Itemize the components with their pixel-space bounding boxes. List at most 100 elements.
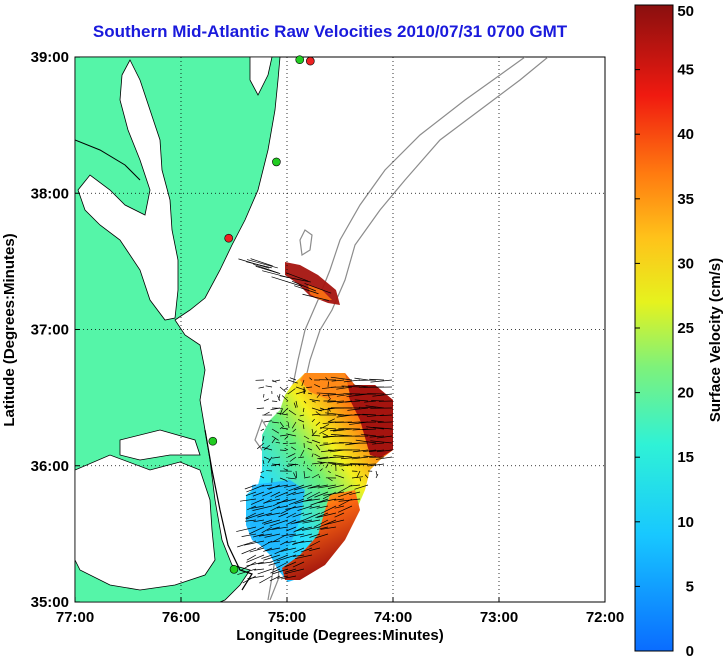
velocity-arrow [274, 491, 289, 498]
velocity-arrow [262, 491, 273, 497]
velocity-arrow [348, 484, 361, 487]
velocity-arrow [311, 473, 320, 479]
velocity-arrow [288, 484, 305, 492]
velocity-arrow [293, 547, 305, 553]
velocity-arrow [310, 498, 329, 506]
velocity-arrow [328, 461, 345, 465]
velocity-arrow [309, 547, 321, 552]
velocity-arrow [269, 554, 289, 563]
velocity-arrow [317, 461, 337, 465]
velocity-arrow [303, 386, 306, 394]
velocity-arrow [279, 275, 311, 283]
colorbar-tick-label: 30 [677, 255, 694, 272]
velocity-arrow [298, 419, 305, 423]
y-tick-label: 38:00 [31, 185, 69, 202]
velocity-arrow [359, 477, 362, 482]
velocity-arrow [287, 453, 296, 458]
velocity-arrow [318, 475, 321, 479]
velocity-arrow [292, 428, 297, 433]
velocity-arrow [245, 512, 257, 519]
velocity-arrow [270, 568, 281, 574]
velocity-arrow [258, 533, 273, 537]
velocity-arrow [287, 433, 297, 437]
velocity-arrow [279, 386, 287, 393]
velocity-arrow [263, 444, 271, 451]
velocity-arrow [274, 547, 289, 555]
velocity-arrow [354, 414, 369, 416]
velocity-arrow [245, 491, 257, 496]
velocity-arrow [330, 428, 345, 432]
velocity-arrow [271, 428, 280, 434]
colorbar-tick-label: 5 [686, 578, 694, 595]
albemarle-sound [119, 429, 201, 461]
velocity-arrow [354, 377, 369, 381]
velocity-arrow [319, 424, 329, 430]
y-tick-label: 39:00 [31, 49, 69, 66]
velocity-arrow [341, 385, 361, 388]
velocity-arrow [257, 512, 273, 518]
velocity-arrow [309, 533, 321, 538]
velocity-arrow [288, 409, 297, 416]
velocity-arrow [252, 505, 273, 511]
velocity-arrow [292, 491, 305, 495]
velocity-arrow [292, 554, 305, 557]
velocity-arrow [246, 261, 272, 269]
velocity-arrow [355, 439, 377, 444]
velocity-arrow [327, 400, 345, 403]
velocity-arrow [295, 400, 298, 408]
chesapeake-bay [77, 59, 179, 321]
velocity-arrow [248, 526, 265, 535]
velocity-arrow [287, 477, 297, 480]
velocity-arrow [257, 568, 273, 575]
velocity-arrow [247, 505, 257, 511]
velocity-arrow [245, 512, 265, 520]
velocity-arrow [271, 526, 289, 530]
velocity-arrow [263, 498, 281, 504]
velocity-arrow [313, 519, 329, 528]
velocity-arrow [286, 519, 297, 525]
velocity-arrow [362, 428, 377, 431]
velocity-arrow [266, 512, 281, 516]
velocity-arrow [306, 491, 321, 500]
velocity-arrow [286, 512, 297, 519]
velocity-arrow [269, 519, 289, 527]
velocity-arrow [260, 475, 265, 479]
velocity-arrow [289, 456, 297, 462]
velocity-arrow [336, 393, 353, 397]
velocity-arrow [303, 435, 310, 440]
velocity-arrow [365, 405, 385, 409]
velocity-arrow [369, 435, 385, 438]
velocity-arrow [278, 512, 289, 518]
velocity-arrow [295, 470, 298, 478]
velocity-arrow [362, 449, 377, 453]
velocity-arrow [336, 386, 353, 390]
velocity-arrow [301, 526, 321, 531]
velocity-arrow [292, 512, 305, 518]
x-tick-label: 75:00 [268, 609, 306, 626]
velocity-arrow [280, 547, 297, 552]
velocity-arrow [369, 378, 385, 381]
velocity-arrow [246, 561, 265, 567]
velocity-arrow [287, 463, 299, 465]
velocity-arrow [319, 468, 323, 472]
velocity-arrow [258, 561, 273, 565]
velocity-arrow [247, 575, 265, 580]
velocity-arrow [287, 388, 296, 395]
velocity-arrow [250, 258, 273, 267]
velocity-arrow [345, 400, 361, 403]
velocity-arrow [311, 462, 323, 465]
velocity-arrow [311, 418, 315, 423]
velocity-arrow [260, 428, 265, 431]
velocity-arrow [286, 540, 297, 544]
velocity-arrow [284, 561, 297, 568]
velocity-arrow [253, 519, 265, 523]
velocity-arrow [302, 293, 329, 301]
velocity-arrow [307, 392, 313, 395]
velocity-arrow [373, 426, 393, 430]
velocity-arrow [349, 491, 361, 496]
velocity-arrow [314, 384, 321, 388]
velocity-arrow [343, 379, 361, 383]
colorbar [634, 4, 674, 652]
velocity-arrow [314, 453, 321, 458]
velocity-arrow [284, 568, 305, 575]
